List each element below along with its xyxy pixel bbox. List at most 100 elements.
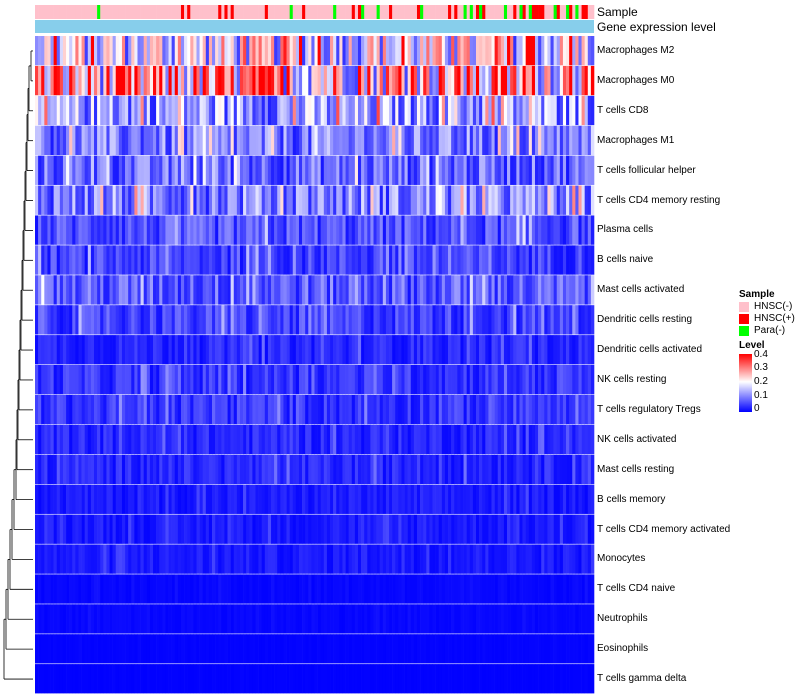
heatmap-cell: [205, 95, 210, 126]
heatmap-cell: [525, 335, 530, 365]
heatmap-cell: [528, 275, 533, 305]
heatmap-cell: [556, 245, 561, 275]
heatmap-cell: [47, 484, 51, 514]
heatmap-cell: [494, 454, 499, 485]
heatmap-cell: [255, 305, 259, 335]
heatmap-cell: [239, 394, 244, 425]
heatmap-cell: [115, 544, 120, 574]
heatmap-cell: [510, 394, 514, 425]
heatmap-cell: [401, 125, 405, 156]
heatmap-cell: [81, 185, 85, 215]
heatmap-cell: [587, 305, 592, 335]
heatmap-cell: [364, 275, 368, 305]
heatmap-cell: [339, 574, 343, 604]
heatmap-cell: [292, 185, 297, 215]
heatmap-cell: [153, 574, 157, 604]
sample-annotation-cell: [218, 5, 222, 19]
heatmap-cell: [103, 155, 107, 185]
heatmap-cell: [193, 634, 197, 664]
heatmap-cell: [311, 215, 315, 245]
row-label: NK cells resting: [597, 373, 667, 385]
heatmap-cell: [435, 95, 440, 126]
heatmap-cell: [507, 36, 511, 66]
heatmap-cell: [283, 664, 287, 694]
heatmap-cell: [224, 604, 228, 634]
sample-annotation-cell: [177, 5, 182, 19]
heatmap-cell: [97, 604, 101, 634]
heatmap-cell: [500, 245, 505, 275]
heatmap-cell: [314, 245, 318, 275]
heatmap-cell: [379, 305, 384, 335]
heatmap-cell: [553, 185, 558, 215]
heatmap-cell: [472, 544, 477, 574]
heatmap-cell: [109, 125, 113, 156]
heatmap-cell: [311, 634, 315, 664]
heatmap-cell: [277, 514, 281, 544]
heatmap-cell: [227, 394, 231, 425]
heatmap-cell: [342, 664, 346, 694]
heatmap-cell: [295, 215, 300, 245]
heatmap-cell: [112, 574, 117, 604]
heatmap-cell: [510, 335, 514, 365]
heatmap-cell: [78, 365, 82, 395]
heatmap-cell: [239, 424, 244, 455]
heatmap-cell: [587, 514, 592, 544]
heatmap-cell: [286, 484, 290, 514]
heatmap-cell: [326, 484, 331, 514]
heatmap-cell: [407, 125, 412, 156]
heatmap-cell: [581, 574, 585, 604]
heatmap-cell: [121, 544, 126, 574]
heatmap-cell: [528, 664, 533, 694]
heatmap-cell: [128, 65, 132, 96]
heatmap-cell: [196, 424, 200, 455]
heatmap-cell: [62, 365, 67, 395]
heatmap-cell: [72, 215, 76, 245]
heatmap-cell: [444, 454, 449, 485]
heatmap-cell: [389, 185, 393, 215]
heatmap-cell: [578, 365, 582, 395]
heatmap-cell: [317, 125, 322, 156]
heatmap-cell: [534, 36, 539, 66]
heatmap-cell: [94, 95, 98, 126]
heatmap-cell: [463, 424, 467, 455]
heatmap-cell: [298, 155, 303, 185]
heatmap-cell: [475, 454, 480, 485]
heatmap-cell: [252, 424, 256, 455]
heatmap-cell: [184, 574, 188, 604]
heatmap-cell: [500, 215, 505, 245]
heatmap-cell: [233, 544, 238, 574]
heatmap-cell: [392, 335, 396, 365]
heatmap-cell: [283, 125, 287, 156]
heatmap-cell: [41, 305, 45, 335]
heatmap-cell: [149, 484, 154, 514]
heatmap-cell: [305, 275, 309, 305]
heatmap-cell: [373, 514, 377, 544]
heatmap-cell: [109, 514, 113, 544]
heatmap-cell: [66, 305, 70, 335]
heatmap-cell: [258, 664, 263, 694]
heatmap-cell: [423, 604, 427, 634]
heatmap-cell: [153, 365, 157, 395]
heatmap-cell: [149, 514, 154, 544]
sample-annotation-cell: [401, 5, 405, 19]
heatmap-cell: [230, 574, 235, 604]
heatmap-cell: [575, 454, 579, 485]
heatmap-cell: [56, 215, 61, 245]
heatmap-cell: [255, 544, 259, 574]
heatmap-cell: [482, 604, 486, 634]
heatmap-cell: [469, 424, 474, 455]
heatmap-cell: [336, 125, 340, 156]
heatmap-cell: [298, 604, 303, 634]
heatmap-cell: [395, 664, 399, 694]
heatmap-cell: [44, 305, 48, 335]
heatmap-cell: [572, 604, 576, 634]
heatmap-cell: [541, 604, 545, 634]
heatmap-cell: [38, 95, 42, 126]
heatmap-cell: [494, 305, 499, 335]
heatmap-cell: [230, 185, 235, 215]
heatmap-cell: [466, 544, 471, 574]
heatmap-cell: [438, 484, 443, 514]
heatmap-cell: [280, 335, 284, 365]
heatmap-cell: [401, 65, 405, 96]
heatmap-cell: [205, 574, 210, 604]
